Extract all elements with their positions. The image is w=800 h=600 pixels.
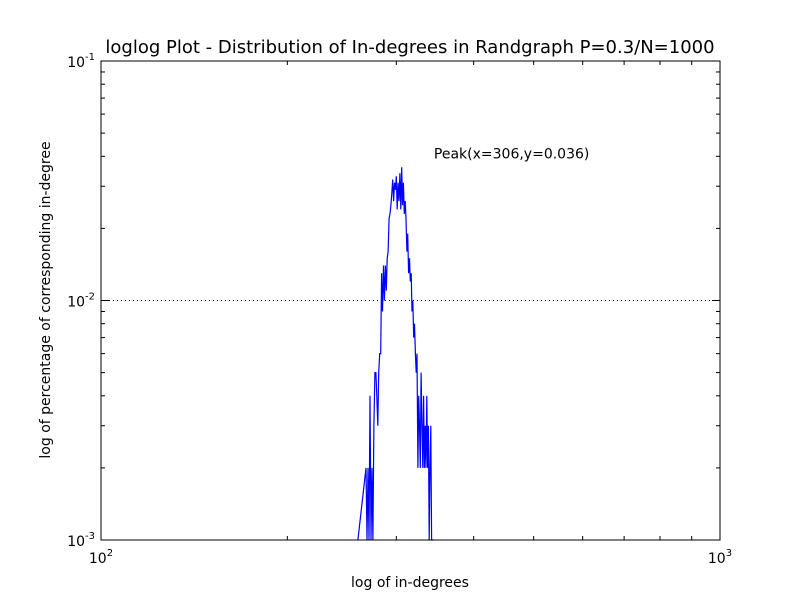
chart-title: loglog Plot - Distribution of In-degrees… [105, 37, 714, 58]
plot-frame [100, 60, 721, 541]
y-tick-label: 10-2 [67, 292, 95, 311]
data-line [357, 167, 434, 541]
tick-labels: 102 103 10-3 10-2 10-1 [67, 52, 732, 567]
series-group [357, 167, 434, 541]
y-axis-label: log of percentage of corresponding in-de… [38, 141, 54, 458]
y-tick-label: 10-1 [67, 52, 95, 71]
y-tick-label: 10-3 [67, 531, 95, 550]
x-tick-label: 102 [89, 548, 113, 567]
peak-annotation: Peak(x=306,y=0.036) [434, 147, 589, 163]
x-axis-label: log of in-degrees [351, 575, 469, 591]
axis-ticks [100, 60, 721, 541]
x-tick-label: 103 [708, 548, 732, 567]
